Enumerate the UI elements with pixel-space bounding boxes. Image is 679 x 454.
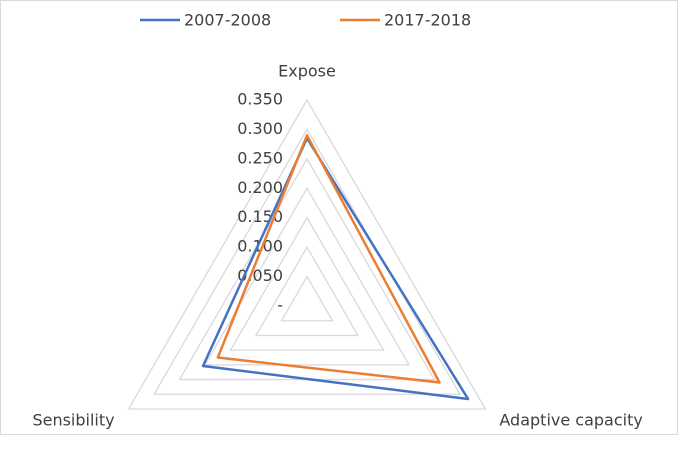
series-line — [216, 134, 441, 384]
legend-label: 2007-2008 — [184, 11, 271, 30]
grid-line — [254, 245, 360, 337]
y-tick-label: 0.250 — [237, 148, 283, 167]
y-tick-label: 0.100 — [237, 237, 283, 256]
category-label: Expose — [278, 62, 336, 81]
category-label: Sensibility — [32, 411, 114, 430]
grid-line — [127, 98, 487, 410]
grid-line — [229, 216, 385, 351]
grid-line — [280, 275, 334, 322]
grid-line — [203, 186, 411, 366]
category-label: Adaptive capacity — [499, 411, 642, 430]
y-tick-label: 0.300 — [237, 119, 283, 138]
y-tick-label: 0.350 — [237, 90, 283, 109]
chart-border — [0, 0, 678, 435]
series-line — [201, 137, 470, 401]
legend-label: 2017-2018 — [384, 11, 471, 30]
y-tick-label: 0.200 — [237, 178, 283, 197]
y-tick-label: - — [277, 296, 283, 315]
